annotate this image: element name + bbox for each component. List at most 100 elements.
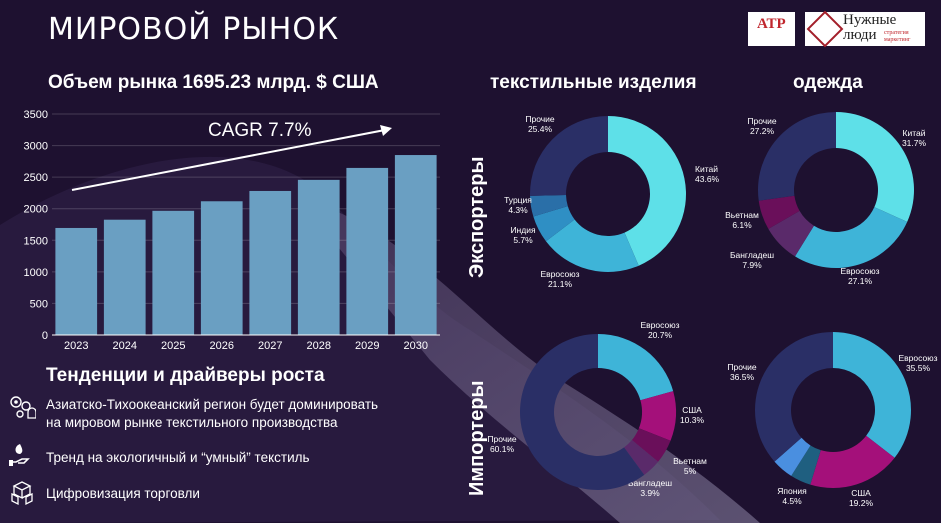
donut-slice-value: 21.1%: [548, 279, 573, 289]
donut-slice-name: Евросоюз: [541, 269, 580, 279]
exporters-label: Экспортеры: [466, 156, 488, 278]
trend-item-1-line1: Азиатско-Тихоокеанский регион будет доми…: [46, 397, 379, 412]
donut-slice-name: Прочие: [487, 434, 517, 444]
donut-slice: [810, 435, 895, 488]
logo2-line1: Нужные: [843, 12, 897, 28]
donut-slice-value: 5%: [684, 466, 697, 476]
people-logo: [805, 12, 925, 46]
donut-slice-name: Евросоюз: [641, 320, 680, 330]
donut-slice: [836, 112, 914, 222]
donut-slice-value: 3.9%: [640, 488, 660, 498]
atr-logo-text: АТР: [757, 16, 786, 32]
eco-hand-icon: [9, 444, 30, 466]
trend-item-2: Тренд на экологичный и “умный” текстиль: [46, 449, 310, 467]
trend-item-2-line1: Тренд на экологичный и “умный” текстиль: [46, 450, 310, 465]
cagr-arrow-line: [71, 129, 386, 191]
bar: [152, 210, 195, 335]
trends-heading: Тенденции и драйверы роста: [46, 365, 325, 386]
bar-ytick-label: 1500: [24, 235, 48, 247]
textile-heading: текстильные изделия: [490, 72, 697, 93]
donut-slice-value: 27.2%: [750, 126, 775, 136]
donut-slice-value: 36.5%: [730, 372, 755, 382]
donut-slice: [638, 391, 677, 441]
bar: [297, 179, 340, 335]
clothing-heading: одежда: [793, 72, 863, 93]
bar-ytick-label: 500: [30, 298, 48, 310]
donut-slice-value: 4.3%: [508, 205, 528, 215]
bar: [346, 167, 389, 335]
bar-xtick-label: 2026: [210, 340, 234, 352]
trend-item-3: Цифровизация торговли: [46, 485, 200, 503]
bar-xtick-label: 2025: [161, 340, 185, 352]
donut-slice-value: 25.4%: [528, 124, 553, 134]
donut-slice: [791, 445, 821, 485]
bar-xtick-label: 2028: [307, 340, 331, 352]
donut-slice-name: Евросоюз: [899, 353, 938, 363]
donut-slice: [520, 334, 645, 491]
donut-slice-name: США: [682, 405, 702, 415]
logo2-sub1: стратегия: [884, 30, 909, 36]
bar-xtick-label: 2029: [355, 340, 379, 352]
bar: [249, 190, 292, 335]
trend-item-1: Азиатско-Тихоокеанский регион будет доми…: [46, 396, 378, 432]
donut-slice-value: 5.7%: [513, 235, 533, 245]
donut-slice-name: Прочие: [747, 116, 777, 126]
donut-slice-name: Китай: [695, 164, 718, 174]
donut-slice-value: 35.5%: [906, 363, 931, 373]
donut-slice-name: Прочие: [727, 362, 757, 372]
market-heading: Объем рынка 1695.23 млрд. $ США: [48, 72, 379, 93]
donut-slice-name: Турция: [504, 195, 532, 205]
donut-slice-name: Вьетнам: [725, 210, 759, 220]
trend-item-1-line2: на мировом рынке текстильного производст…: [46, 415, 338, 430]
bar-ytick-label: 2500: [24, 172, 48, 184]
bar: [103, 219, 146, 335]
bar-xtick-label: 2024: [113, 340, 137, 352]
bar-ytick-label: 0: [42, 330, 48, 342]
donut-slice: [768, 210, 814, 257]
donut-slice-name: Прочие: [525, 114, 555, 124]
donut-slice-value: 20.7%: [648, 330, 673, 340]
donut-slice-name: Индия: [510, 225, 536, 235]
donut-slice-name: Бангладеш: [730, 250, 774, 260]
cagr-arrow-head: [380, 125, 392, 136]
donut-slice-value: 43.6%: [695, 174, 720, 184]
donut-slice: [624, 440, 659, 475]
bar-xtick-label: 2023: [64, 340, 88, 352]
donut-slice-value: 31.7%: [902, 138, 927, 148]
donut-slice: [833, 332, 911, 458]
donut-slice-value: 7.9%: [742, 260, 762, 270]
bar-ytick-label: 1000: [24, 267, 48, 279]
donut-slice: [795, 207, 908, 268]
bar-ytick-label: 3500: [24, 109, 48, 121]
donut-slice: [598, 334, 674, 401]
donut-slice-name: Вьетнам: [673, 456, 707, 466]
donut-slice-value: 4.5%: [782, 496, 802, 506]
bar-ytick-label: 3000: [24, 141, 48, 153]
donut-slice-name: Евросоюз: [841, 266, 880, 276]
gears-person-icon: [10, 396, 36, 419]
donut-slice: [754, 332, 833, 462]
donut-slice-name: Бангладеш: [628, 478, 672, 488]
donut-slice: [758, 112, 836, 201]
bar: [200, 201, 243, 335]
donut-slice-value: 60.1%: [490, 444, 515, 454]
donut-slice-value: 6.1%: [732, 220, 752, 230]
donut-slice: [545, 219, 639, 272]
page-title: МИРОВОЙ РЫНОК: [48, 12, 340, 47]
donut-slice-value: 10.3%: [680, 415, 705, 425]
donut-slice-value: 27.1%: [848, 276, 873, 286]
bar-xtick-label: 2030: [404, 340, 428, 352]
donut-slice: [758, 195, 800, 229]
bar-xtick-label: 2027: [258, 340, 282, 352]
bar: [394, 155, 437, 335]
donut-slice-value: 19.2%: [849, 498, 874, 508]
bar: [55, 227, 98, 335]
donut-slice: [774, 437, 811, 476]
donut-slice-name: Япония: [777, 486, 807, 496]
trend-item-3-line1: Цифровизация торговли: [46, 486, 200, 501]
donut-slice: [608, 116, 687, 266]
donut-slice-name: США: [851, 488, 871, 498]
importers-label: Импортеры: [466, 380, 488, 496]
atr-logo: [748, 12, 795, 46]
